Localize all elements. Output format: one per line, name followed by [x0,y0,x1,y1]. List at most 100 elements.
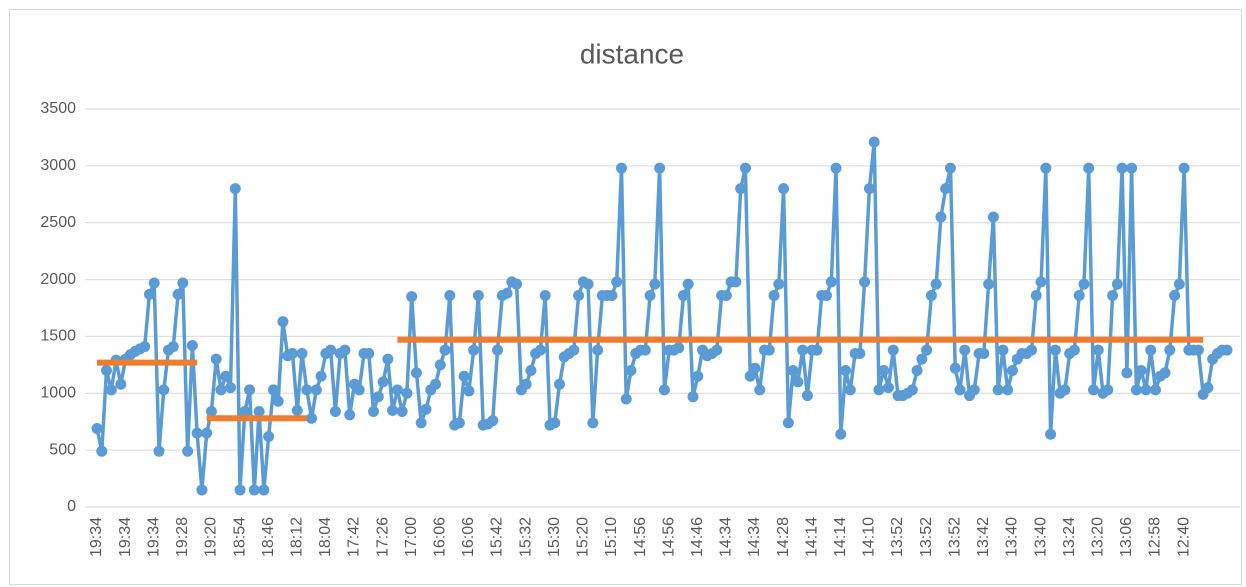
data-point [191,427,203,439]
data-point [820,289,832,301]
x-tick-label: 19:34 [117,517,134,557]
y-tick-label: 2000 [40,271,76,288]
data-point [225,382,237,394]
data-point [587,417,599,429]
data-point [101,365,113,377]
data-point [735,183,747,195]
data-point [315,370,327,382]
data-point [739,162,751,174]
data-point [611,276,623,288]
data-point [253,405,265,417]
data-point [139,341,151,353]
data-point [720,289,732,301]
data-point [1083,162,1095,174]
data-point [687,391,699,403]
data-point [1026,344,1038,356]
data-point [244,384,256,396]
data-point [782,417,794,429]
data-point [830,162,842,174]
x-tick-label: 13:40 [1032,517,1049,557]
data-point [1192,344,1204,356]
chart-title: distance [580,38,684,69]
data-point [420,403,432,415]
data-point [363,347,375,359]
data-point [916,353,928,365]
data-point [859,276,871,288]
data-point [606,289,618,301]
data-point [525,365,537,377]
data-point [644,289,656,301]
data-point [1049,344,1061,356]
data-point [248,484,260,496]
data-point [840,365,852,377]
data-point [882,382,894,394]
data-point [906,384,918,396]
x-tick-label: 16:06 [432,517,449,557]
data-point [1073,289,1085,301]
data-point [1087,384,1099,396]
data-point [391,384,403,396]
data-point [96,445,108,457]
x-tick-label: 18:04 [317,517,334,557]
data-point [1173,278,1185,290]
data-point [1059,384,1071,396]
data-point [1116,162,1128,174]
x-tick-label: 19:28 [174,517,191,557]
data-point [1102,384,1114,396]
data-point [272,395,284,407]
data-point [158,384,170,396]
data-point [949,362,961,374]
data-point [997,344,1009,356]
data-point [639,344,651,356]
data-point [501,287,513,299]
data-point [1107,289,1119,301]
data-point [201,427,213,439]
data-point [301,384,313,396]
data-point [1140,384,1152,396]
y-tick-label: 3000 [40,157,76,174]
x-tick-label: 13:52 [889,517,906,557]
data-point [925,289,937,301]
data-point [730,276,742,288]
data-point [1169,289,1181,301]
data-point [911,365,923,377]
data-point [167,341,179,353]
data-point [1221,344,1233,356]
data-point [835,428,847,440]
data-point [921,344,933,356]
data-point [511,278,523,290]
x-tick-label: 19:34 [88,517,105,557]
data-point [797,344,809,356]
data-point [492,344,504,356]
data-point [372,391,384,403]
data-point [539,289,551,301]
x-tick-label: 14:56 [660,517,677,557]
data-point [210,353,222,365]
x-tick-label: 13:42 [975,517,992,557]
data-point [654,162,666,174]
data-point [186,340,198,352]
data-point [258,484,270,496]
x-tick-label: 19:20 [203,517,220,557]
data-point [296,347,308,359]
data-point [396,405,408,417]
data-point [1030,289,1042,301]
x-tick-label: 13:52 [918,517,935,557]
data-point [220,370,232,382]
data-point [329,405,341,417]
data-point [434,359,446,371]
data-point [344,409,356,421]
data-point [1002,384,1014,396]
data-point [887,344,899,356]
data-point [749,362,761,374]
data-point [592,344,604,356]
data-point [115,378,127,390]
y-tick-label: 1500 [40,328,76,345]
data-point [153,445,165,457]
x-tick-label: 14:34 [718,517,735,557]
data-point [286,347,298,359]
data-point [878,365,890,377]
data-point [811,344,823,356]
x-tick-label: 14:56 [632,517,649,557]
